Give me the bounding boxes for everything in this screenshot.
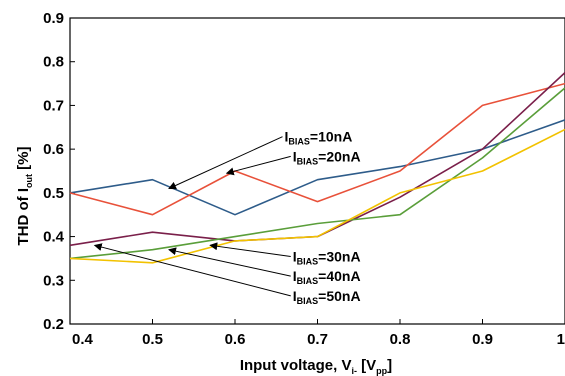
x-tick-label: 0.4 bbox=[72, 331, 94, 348]
y-tick-label: 0.3 bbox=[43, 272, 64, 289]
y-tick-label: 0.7 bbox=[43, 97, 64, 114]
annotation-arrow-1 bbox=[168, 136, 283, 190]
series-line-2 bbox=[69, 82, 565, 216]
annotation-label-2: IBIAS=20nA bbox=[293, 148, 361, 166]
series-line-4 bbox=[69, 87, 565, 260]
y-tick-labels: 0.2 0.3 0.4 0.5 0.6 0.7 0.8 0.9 bbox=[43, 10, 75, 333]
x-tick-labels: 0.4 0.5 0.6 0.7 0.8 0.9 1 bbox=[69, 319, 565, 348]
y-axis-title: THD of Iout [%] bbox=[15, 147, 34, 246]
annotation-arrow-5 bbox=[93, 243, 291, 297]
annotation-arrow-2 bbox=[225, 155, 291, 176]
y-tick-label: 0.5 bbox=[43, 185, 64, 202]
annotation-arrow-4 bbox=[168, 247, 291, 277]
annotation-label-4: IBIAS=40nA bbox=[293, 268, 361, 286]
series-line-5 bbox=[69, 128, 565, 264]
x-tick-label: 1 bbox=[557, 331, 565, 348]
y-tick-label: 0.9 bbox=[43, 10, 64, 27]
x-tick-label: 0.8 bbox=[390, 331, 411, 348]
annotation-label-1: IBIAS=10nA bbox=[285, 129, 353, 147]
y-tick-label: 0.2 bbox=[43, 316, 64, 333]
annotation-label-5: IBIAS=50nA bbox=[293, 288, 361, 306]
x-tick-label: 0.6 bbox=[225, 331, 246, 348]
series-lines bbox=[69, 72, 565, 264]
x-axis-title: Input voltage, Vi- [Vpp] bbox=[240, 357, 392, 376]
y-tick-label: 0.6 bbox=[43, 141, 64, 158]
x-tick-label: 0.7 bbox=[307, 331, 328, 348]
annotation-label-3: IBIAS=30nA bbox=[293, 248, 361, 266]
x-tick-label: 0.9 bbox=[472, 331, 493, 348]
y-tick-label: 0.4 bbox=[43, 229, 65, 246]
annotation-arrow-3 bbox=[209, 242, 291, 257]
y-tick-label: 0.8 bbox=[43, 54, 64, 71]
x-tick-label: 0.5 bbox=[142, 331, 163, 348]
